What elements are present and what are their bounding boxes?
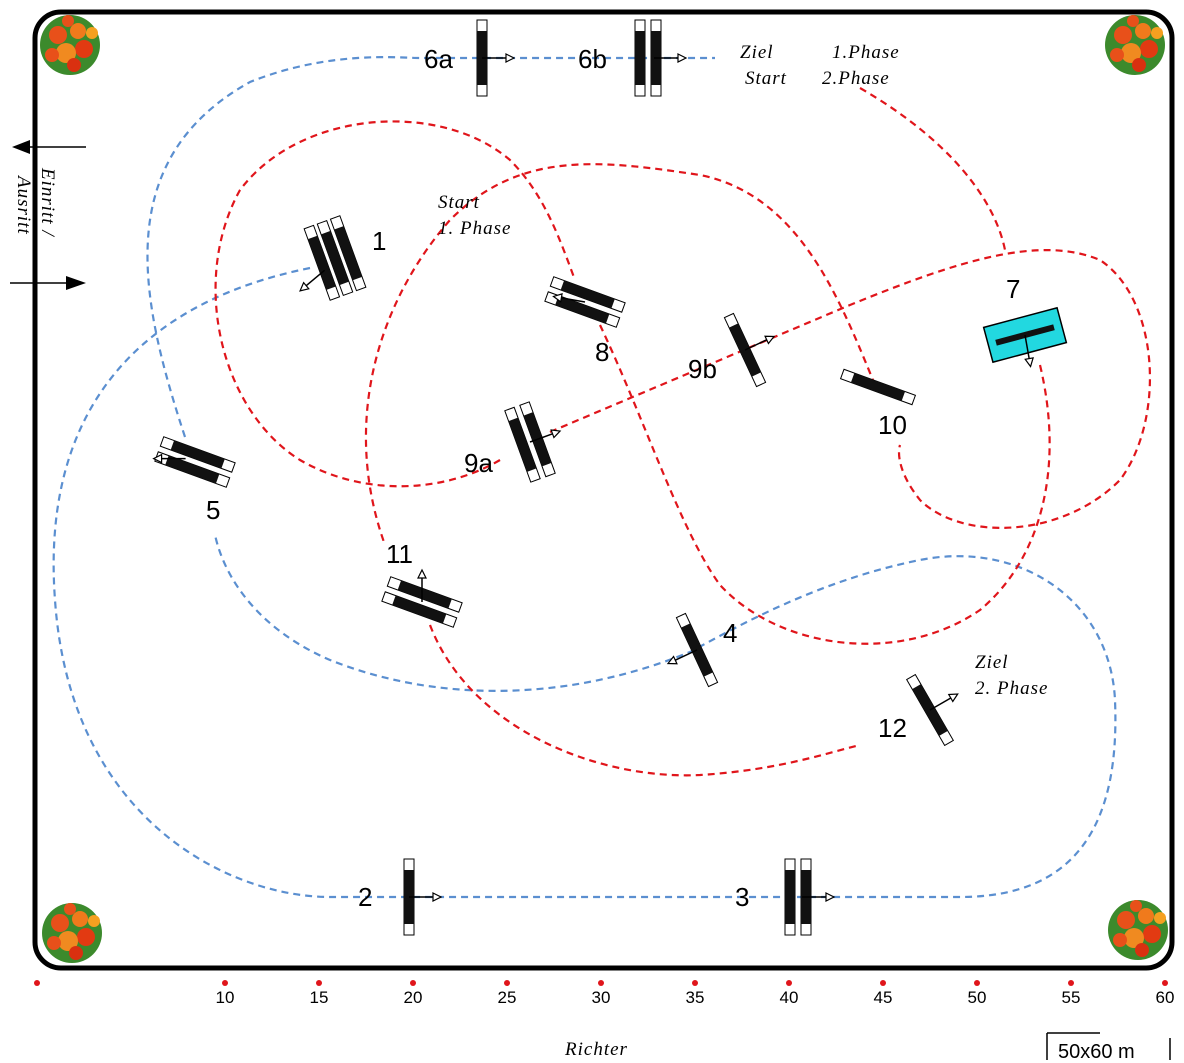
fence-number: 6b (578, 44, 607, 74)
entrance-label: Einritt / (37, 167, 58, 237)
scale-label: 40 (780, 988, 799, 1007)
fence-number: 4 (723, 618, 737, 648)
fence-number: 7 (1006, 274, 1020, 304)
scale-dot (222, 980, 228, 986)
scale-dot (598, 980, 604, 986)
annotation: Start (745, 68, 787, 89)
entrance: Einritt / Ausritt (10, 140, 86, 290)
annotation: Ziel (975, 652, 1009, 673)
scale-dot (316, 980, 322, 986)
fence-number: 8 (595, 337, 609, 367)
annotation: 2.Phase (822, 68, 890, 89)
scale-origin (34, 980, 40, 986)
route-phase-2 (52, 56, 1117, 899)
scale-label: 30 (592, 988, 611, 1007)
scale-dot (692, 980, 698, 986)
entrance-label: Ausritt (13, 174, 34, 235)
scale-label: 50 (968, 988, 987, 1007)
scale-label: 25 (498, 988, 517, 1007)
fence-number: 6a (424, 44, 453, 74)
annotation: Start (438, 192, 480, 213)
fence-number: 1 (372, 226, 386, 256)
scale-label: 35 (686, 988, 705, 1007)
scale-dot (410, 980, 416, 986)
fence-number: 12 (878, 713, 907, 743)
scale: 10 15 20 25 30 35 40 45 50 55 60 (216, 980, 1175, 1007)
fence-number: 11 (386, 539, 413, 569)
annotation: Ziel (740, 42, 774, 63)
scale-dot (786, 980, 792, 986)
fence-number: 5 (206, 495, 220, 525)
scale-label: 55 (1062, 988, 1081, 1007)
scale-dot (974, 980, 980, 986)
annotation: 1.Phase (832, 42, 900, 63)
fence-number: 10 (878, 410, 907, 440)
scale-dot (1162, 980, 1168, 986)
arena-size: 50x60 m (1058, 1041, 1135, 1063)
scale-label: 60 (1156, 988, 1175, 1007)
judge: Richter (564, 1039, 628, 1060)
scale-dot (1068, 980, 1074, 986)
fence-number: 3 (735, 882, 749, 912)
annotation: 1. Phase (438, 218, 511, 239)
annotation: 2. Phase (975, 678, 1048, 699)
fence-number: 9b (688, 354, 717, 384)
fence-number: 2 (358, 882, 372, 912)
scale-dot (880, 980, 886, 986)
scale-label: 45 (874, 988, 893, 1007)
fence-number: 9a (464, 448, 493, 478)
route-phase-1 (214, 87, 1151, 777)
scale-dot (504, 980, 510, 986)
scale-label: 15 (310, 988, 329, 1007)
fences (152, 19, 1068, 936)
arena (32, 9, 1175, 971)
scale-label: 10 (216, 988, 235, 1007)
scale-label: 20 (404, 988, 423, 1007)
